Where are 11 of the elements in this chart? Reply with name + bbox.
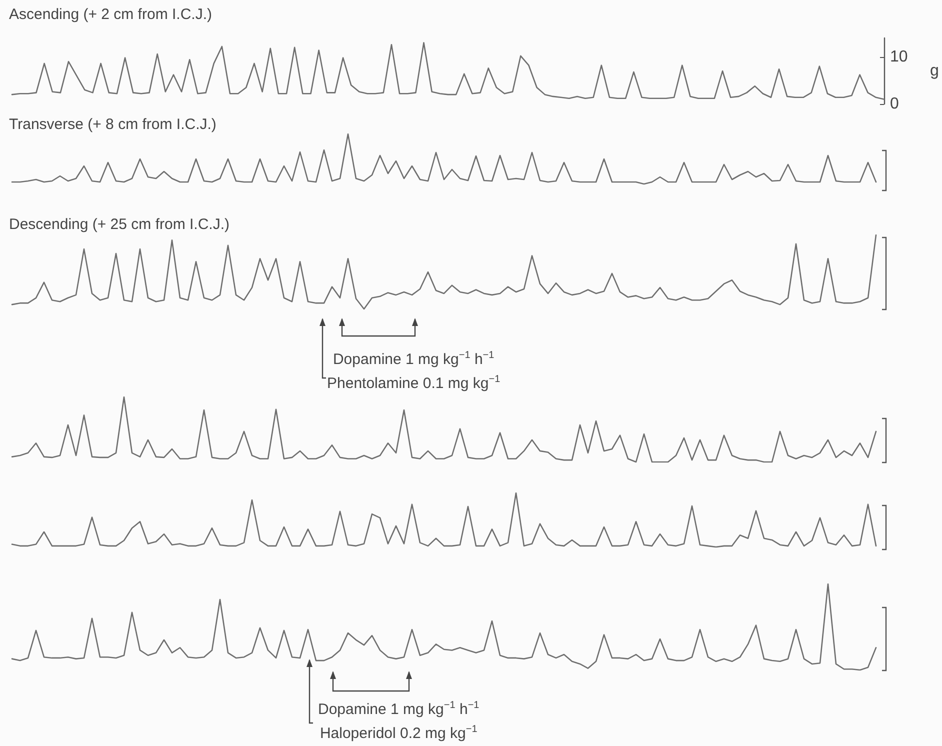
text: Dopamine 1 mg kg$^{−1}$ h$^{−1}$ xyxy=(332,349,496,370)
line-series xyxy=(11,42,885,100)
chart-title: Transverse (+ 8 cm from I.C.J.) xyxy=(9,116,216,133)
chart-title: Ascending (+ 2 cm from I.C.J.) xyxy=(9,6,212,23)
y-tick-label: 0 xyxy=(890,96,899,112)
y-axis-title: g xyxy=(930,62,939,80)
text: Phentolamine 0.1 mg kg$^{−1}$ xyxy=(327,373,500,394)
text: Dopamine 1 mg kg$^{−1}$ h$^{−1}$ xyxy=(318,699,480,720)
text: Haloperidol 0.2 mg kg$^{−1}$ xyxy=(318,723,478,744)
chart-title: Descending (+ 25 cm from I.C.J.) xyxy=(9,216,230,233)
y-tick-label: 10 xyxy=(890,48,908,66)
